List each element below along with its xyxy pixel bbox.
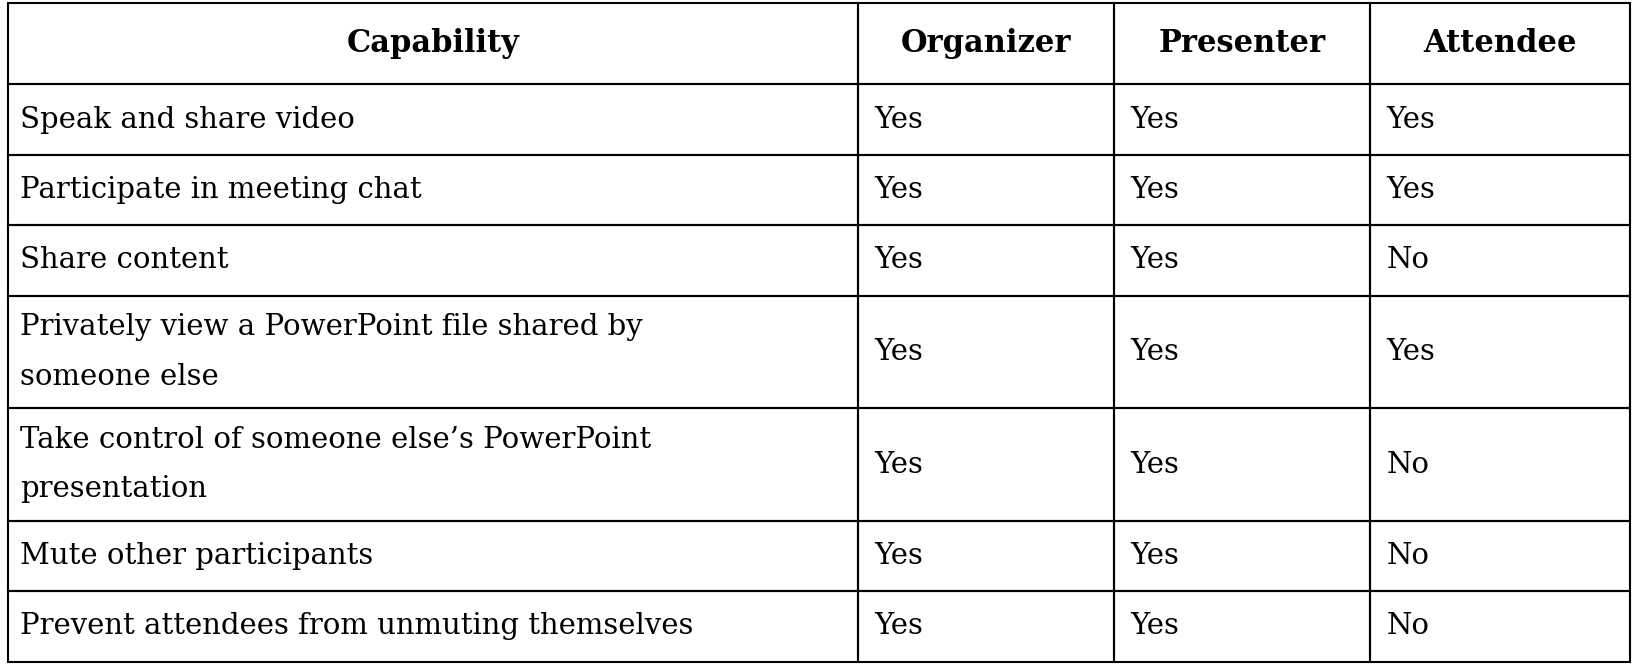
Text: Attendee: Attendee	[1423, 29, 1577, 59]
Text: Yes: Yes	[1130, 450, 1179, 479]
Text: Participate in meeting chat: Participate in meeting chat	[20, 176, 421, 204]
Bar	[858, 3, 1114, 84]
Bar	[8, 295, 858, 408]
Text: Mute other participants: Mute other participants	[20, 542, 373, 570]
Bar	[858, 225, 1114, 295]
Text: Prevent attendees from unmuting themselves: Prevent attendees from unmuting themselv…	[20, 612, 693, 640]
Bar	[858, 295, 1114, 408]
Text: Take control of someone else’s PowerPoint: Take control of someone else’s PowerPoin…	[20, 426, 650, 454]
Bar	[8, 225, 858, 295]
Text: Yes: Yes	[875, 106, 924, 134]
Text: Yes: Yes	[1130, 246, 1179, 275]
Text: Speak and share video: Speak and share video	[20, 106, 354, 134]
Bar	[1371, 155, 1630, 225]
Text: Organizer: Organizer	[901, 29, 1071, 59]
Bar	[8, 84, 858, 155]
Bar	[8, 3, 858, 84]
Bar	[1114, 521, 1371, 591]
Bar	[1371, 295, 1630, 408]
Bar	[858, 521, 1114, 591]
Text: Yes: Yes	[1387, 106, 1435, 134]
Bar	[1114, 591, 1371, 662]
Text: Yes: Yes	[875, 612, 924, 640]
Bar	[1114, 155, 1371, 225]
Bar	[858, 408, 1114, 521]
Text: No: No	[1387, 246, 1430, 275]
Bar	[1371, 3, 1630, 84]
Text: Yes: Yes	[875, 176, 924, 204]
Text: Yes: Yes	[1387, 338, 1435, 366]
Text: Yes: Yes	[875, 246, 924, 275]
Bar	[8, 408, 858, 521]
Text: someone else: someone else	[20, 362, 218, 390]
Bar	[1114, 295, 1371, 408]
Text: Privately view a PowerPoint file shared by: Privately view a PowerPoint file shared …	[20, 313, 642, 341]
Bar	[1114, 225, 1371, 295]
Bar	[1371, 521, 1630, 591]
Bar	[1371, 84, 1630, 155]
Text: Yes: Yes	[875, 542, 924, 570]
Text: Yes: Yes	[1387, 176, 1435, 204]
Bar	[8, 155, 858, 225]
Bar	[858, 155, 1114, 225]
Bar	[1371, 408, 1630, 521]
Text: Yes: Yes	[1130, 542, 1179, 570]
Text: No: No	[1387, 612, 1430, 640]
Text: Yes: Yes	[875, 450, 924, 479]
Bar	[8, 591, 858, 662]
Bar	[1114, 84, 1371, 155]
Bar	[1114, 408, 1371, 521]
Bar	[1114, 3, 1371, 84]
Text: No: No	[1387, 450, 1430, 479]
Text: presentation: presentation	[20, 475, 206, 503]
Text: Presenter: Presenter	[1158, 29, 1325, 59]
Text: Yes: Yes	[875, 338, 924, 366]
Text: Capability: Capability	[347, 29, 519, 59]
Bar	[8, 521, 858, 591]
Bar	[1371, 591, 1630, 662]
Text: Yes: Yes	[1130, 176, 1179, 204]
Text: Yes: Yes	[1130, 338, 1179, 366]
Text: Share content: Share content	[20, 246, 228, 275]
Text: No: No	[1387, 542, 1430, 570]
Bar	[858, 84, 1114, 155]
Bar	[1371, 225, 1630, 295]
Bar	[858, 591, 1114, 662]
Text: Yes: Yes	[1130, 106, 1179, 134]
Text: Yes: Yes	[1130, 612, 1179, 640]
